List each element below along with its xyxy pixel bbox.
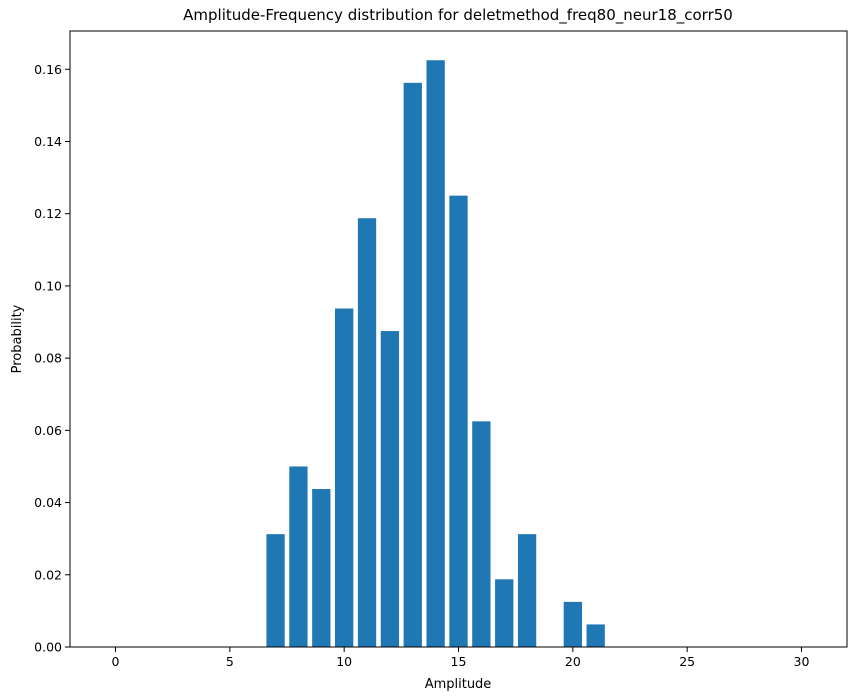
x-axis-ticks: 0 5 10 15 20 25 30	[112, 647, 810, 669]
y-tick-label: 0.10	[34, 278, 62, 293]
y-tick-label: 0.02	[34, 567, 62, 582]
bar-amplitude-11	[357, 218, 377, 647]
x-tick-label: 25	[679, 654, 695, 669]
bar-amplitude-8	[289, 466, 308, 647]
x-tick-label: 15	[451, 654, 467, 669]
bar-amplitude-21	[586, 624, 605, 647]
y-tick-label: 0.06	[34, 423, 62, 438]
x-tick-label: 5	[226, 654, 234, 669]
bar-amplitude-18	[517, 534, 537, 647]
y-tick-label: 0.14	[34, 134, 62, 149]
bar-amplitude-14	[426, 60, 445, 647]
bar-amplitude-9	[312, 489, 331, 647]
y-tick-label: 0.08	[34, 351, 62, 366]
y-axis-ticks: 0.00 0.02 0.04 0.06 0.08 0.10 0.12 0.14 0.16	[34, 62, 70, 655]
bar-amplitude-13	[403, 82, 422, 647]
plot-frame	[69, 30, 848, 648]
bar-amplitude-12	[380, 331, 400, 647]
bar-amplitude-10	[335, 308, 354, 647]
bar-amplitude-7	[266, 534, 285, 647]
y-tick-label: 0.16	[34, 62, 62, 77]
x-tick-label: 0	[112, 654, 120, 669]
x-tick-label: 10	[336, 654, 352, 669]
x-axis-label: Amplitude	[425, 677, 492, 692]
chart-title: Amplitude-Frequency distribution for del…	[183, 6, 733, 25]
bar-amplitude-17	[495, 579, 514, 647]
x-tick-label: 20	[565, 654, 581, 669]
bar-amplitude-20	[563, 601, 582, 647]
y-tick-label: 0.12	[34, 206, 62, 221]
y-tick-label: 0.00	[34, 640, 62, 655]
x-tick-label: 30	[794, 654, 810, 669]
y-axis-label: Probability	[10, 304, 25, 373]
y-tick-label: 0.04	[34, 495, 62, 510]
bar-amplitude-15	[449, 195, 468, 647]
bar-amplitude-16	[472, 421, 491, 647]
bars-group	[266, 60, 605, 647]
